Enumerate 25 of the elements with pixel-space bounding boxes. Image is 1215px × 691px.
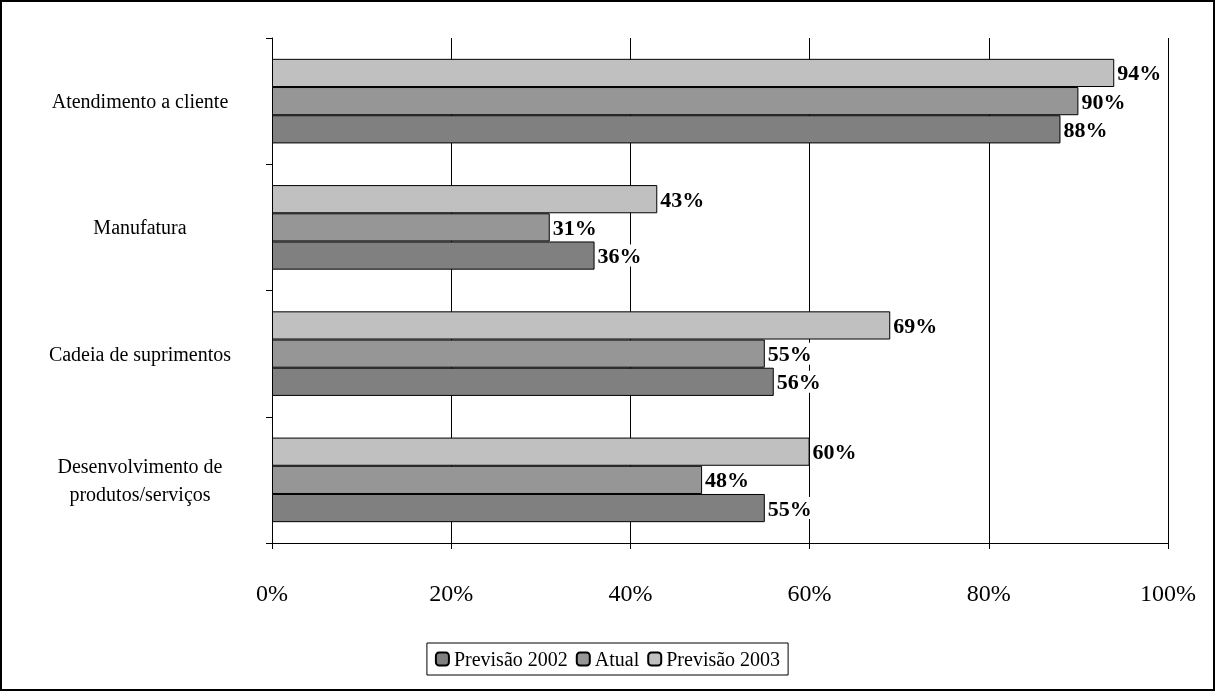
- legend-label: Atual: [594, 648, 640, 670]
- data-label: 43%: [660, 186, 705, 212]
- x-tick-label: 40%: [608, 580, 653, 606]
- x-tick-label: 0%: [256, 580, 288, 606]
- x-tick-label: 20%: [429, 580, 474, 606]
- data-label: 60%: [812, 439, 857, 465]
- data-label: 90%: [1081, 88, 1126, 114]
- data-label: 56%: [776, 369, 821, 395]
- y-tick-label: Atendimento a cliente: [51, 90, 229, 113]
- legend-label: Previsão 2002: [453, 648, 568, 670]
- y-tick-label: Cadeia de suprimentos: [48, 342, 232, 366]
- x-tick-label: 80%: [966, 580, 1011, 606]
- data-label: 88%: [1063, 116, 1108, 142]
- data-label: 48%: [705, 467, 750, 493]
- x-tick-label: 60%: [787, 580, 832, 606]
- data-label: 36%: [597, 243, 642, 269]
- legend-label: Previsão 2003: [666, 648, 781, 670]
- data-label: 94%: [1117, 60, 1162, 86]
- y-tick-label: Desenvolvimento de produtos/serviços: [57, 454, 223, 506]
- y-tick-label: Manufatura: [93, 216, 187, 239]
- data-label: 55%: [767, 341, 812, 367]
- data-label: 69%: [893, 312, 938, 338]
- data-label: 55%: [767, 495, 812, 521]
- x-tick-label: 100%: [1140, 580, 1196, 606]
- data-label: 31%: [552, 214, 597, 240]
